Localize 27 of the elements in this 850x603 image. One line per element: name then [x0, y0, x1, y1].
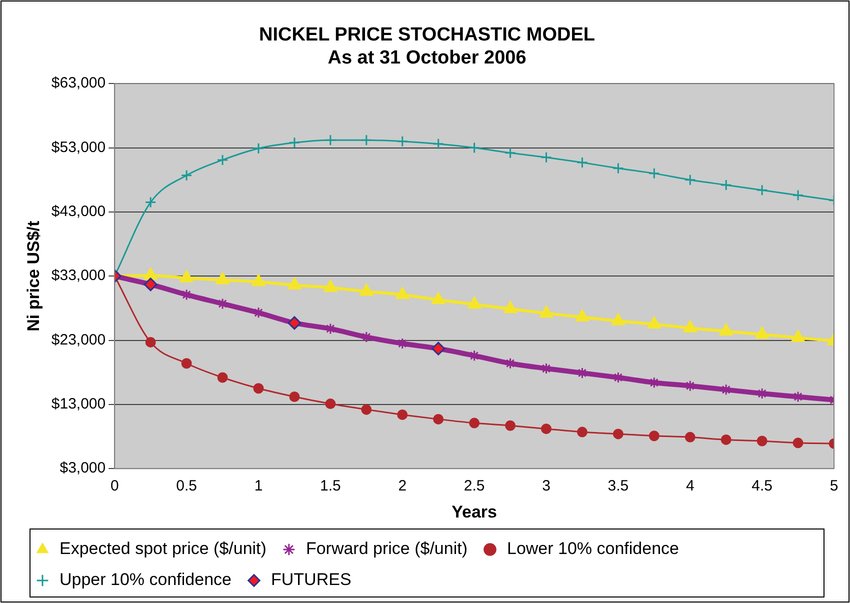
- x-axis-title: Years: [452, 502, 498, 522]
- y-tick-label: $53,000: [51, 138, 106, 156]
- y-axis-title: Ni price US$/t: [24, 220, 43, 332]
- y-tick-label: $33,000: [51, 267, 106, 284]
- y-tick-label: $3,000: [60, 460, 106, 477]
- x-tick-label: 4: [686, 478, 694, 495]
- x-tick-label: 3: [542, 478, 550, 495]
- x-tick-label: 0: [110, 478, 119, 495]
- chart-subtitle: As at 31 October 2006: [328, 47, 526, 68]
- legend-label: FUTURES: [271, 570, 352, 590]
- legend-label: Expected spot price ($/unit): [60, 539, 266, 558]
- legend-label: Forward price ($/unit): [306, 539, 468, 558]
- x-tick-label: 2.5: [464, 478, 485, 495]
- y-tick-label: $13,000: [51, 396, 106, 413]
- x-tick-label: 0.5: [176, 478, 197, 495]
- x-tick-label: 2: [398, 478, 407, 495]
- x-tick-label: 1.5: [320, 478, 341, 495]
- x-tick-label: 4.5: [752, 478, 772, 495]
- legend-label: Lower 10% confidence: [506, 539, 680, 558]
- x-tick-label: 1: [254, 478, 263, 495]
- chart-title: NICKEL PRICE STOCHASTIC MODEL: [258, 24, 596, 46]
- y-tick-label: $23,000: [51, 331, 106, 348]
- legend-label: Upper 10% confidence: [60, 570, 232, 590]
- y-tick-label: $43,000: [51, 203, 106, 220]
- y-tick-label: $63,000: [51, 74, 106, 92]
- x-tick-label: 5: [830, 478, 838, 495]
- x-tick-label: 3.5: [608, 478, 629, 495]
